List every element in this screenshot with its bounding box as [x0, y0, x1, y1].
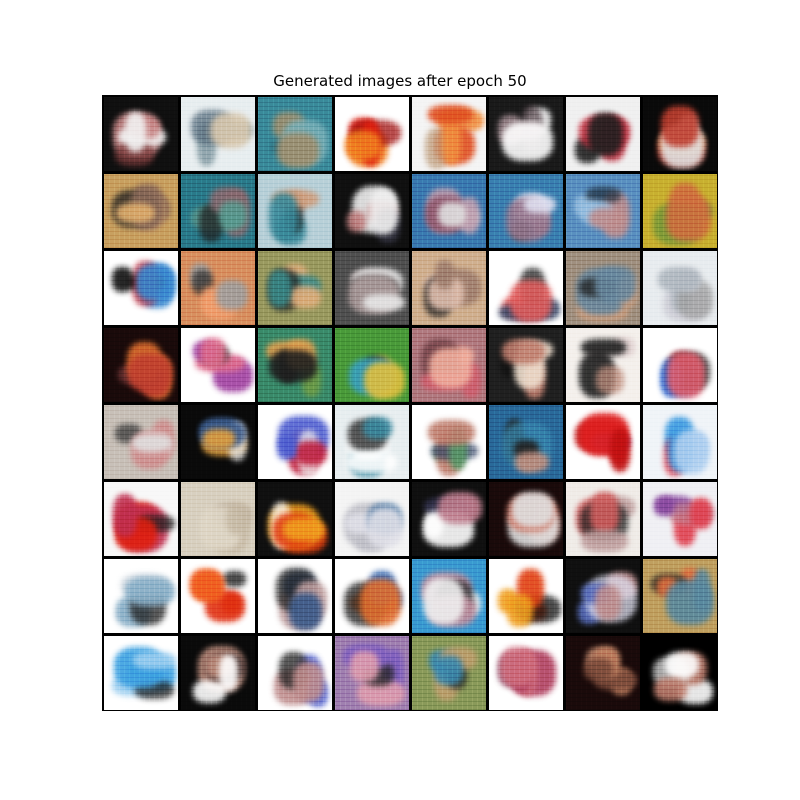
generated-image-tile — [104, 251, 178, 325]
generated-image-tile — [181, 328, 255, 402]
generated-image-tile — [335, 482, 409, 556]
generated-image-tile — [258, 405, 332, 479]
generated-image-tile — [643, 174, 717, 248]
generated-image-tile — [489, 174, 563, 248]
generated-image-tile — [104, 174, 178, 248]
generated-image-tile — [566, 97, 640, 171]
generated-image-tile — [258, 251, 332, 325]
generated-image-tile — [181, 636, 255, 710]
generated-image-tile — [104, 97, 178, 171]
generated-image-tile — [181, 251, 255, 325]
generated-image-tile — [566, 636, 640, 710]
generated-image-tile — [412, 174, 486, 248]
generated-image-tile — [412, 636, 486, 710]
generated-image-tile — [335, 174, 409, 248]
generated-image-tile — [489, 97, 563, 171]
generated-image-tile — [412, 559, 486, 633]
generated-image-tile — [104, 636, 178, 710]
generated-image-tile — [489, 559, 563, 633]
generated-image-tile — [643, 482, 717, 556]
generated-image-tile — [412, 328, 486, 402]
generated-image-tile — [566, 405, 640, 479]
generated-image-tile — [335, 405, 409, 479]
image-grid — [102, 95, 718, 711]
generated-image-tile — [566, 328, 640, 402]
generated-image-tile — [412, 251, 486, 325]
generated-image-tile — [489, 328, 563, 402]
generated-image-tile — [643, 405, 717, 479]
generated-image-tile — [412, 97, 486, 171]
generated-image-tile — [335, 559, 409, 633]
generated-image-tile — [489, 482, 563, 556]
generated-image-tile — [489, 405, 563, 479]
generated-image-tile — [412, 482, 486, 556]
generated-image-tile — [643, 328, 717, 402]
generated-image-tile — [258, 559, 332, 633]
generated-image-tile — [643, 636, 717, 710]
generated-image-tile — [412, 405, 486, 479]
generated-image-tile — [104, 328, 178, 402]
generated-image-tile — [566, 482, 640, 556]
generated-image-tile — [566, 559, 640, 633]
generated-image-tile — [258, 636, 332, 710]
generated-image-tile — [643, 251, 717, 325]
generated-image-tile — [258, 482, 332, 556]
generated-image-tile — [181, 559, 255, 633]
generated-image-tile — [104, 559, 178, 633]
generated-image-tile — [566, 251, 640, 325]
generated-image-tile — [335, 97, 409, 171]
generated-image-tile — [489, 636, 563, 710]
generated-image-tile — [335, 251, 409, 325]
generated-image-tile — [181, 97, 255, 171]
generated-image-tile — [258, 328, 332, 402]
generated-image-tile — [181, 405, 255, 479]
generated-image-tile — [335, 328, 409, 402]
generated-image-tile — [181, 482, 255, 556]
generated-image-tile — [258, 97, 332, 171]
generated-image-tile — [335, 636, 409, 710]
generated-image-tile — [489, 251, 563, 325]
generated-image-tile — [566, 174, 640, 248]
generated-image-tile — [643, 559, 717, 633]
generated-image-tile — [104, 405, 178, 479]
figure-title: Generated images after epoch 50 — [273, 72, 527, 90]
generated-image-tile — [643, 97, 717, 171]
generated-image-tile — [258, 174, 332, 248]
generated-image-tile — [181, 174, 255, 248]
generated-image-tile — [104, 482, 178, 556]
